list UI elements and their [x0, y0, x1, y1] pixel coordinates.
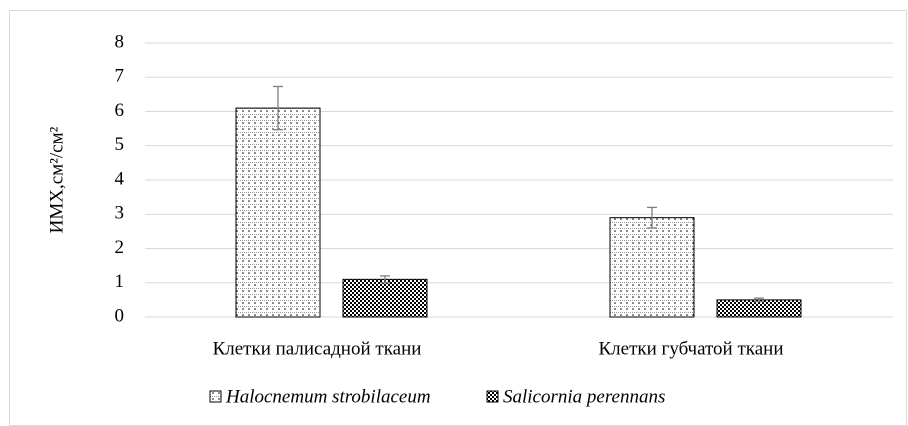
error-bar: [754, 297, 764, 303]
x-tick-label: Клетки палисадной ткани: [213, 338, 422, 359]
y-axis-label: ИМХ,см²/см²: [46, 126, 67, 233]
legend-swatch: [486, 390, 499, 403]
error-bar: [273, 85, 283, 131]
y-tick-label: 4: [115, 168, 125, 189]
bar: [716, 299, 802, 318]
y-tick-label: 7: [115, 66, 125, 87]
chart-frame: [9, 10, 907, 426]
y-tick-label: 8: [115, 31, 125, 52]
y-tick-label: 5: [115, 134, 125, 155]
legend-label: Salicornia perennans: [503, 386, 665, 407]
bar: [342, 278, 428, 318]
error-bar: [647, 206, 657, 229]
bar: [609, 217, 695, 318]
error-bar: [380, 275, 390, 284]
legend-label: Halocnemum strobilaceum: [225, 386, 431, 407]
bar: [235, 107, 321, 318]
x-tick-label: Клетки губчатой ткани: [598, 338, 783, 359]
legend-swatch: [209, 390, 222, 403]
y-tick-label: 6: [115, 100, 125, 121]
y-tick-label: 3: [115, 203, 125, 224]
y-tick-label: 2: [115, 237, 125, 258]
y-tick-label: 1: [115, 271, 125, 292]
y-tick-label: 0: [115, 305, 125, 326]
